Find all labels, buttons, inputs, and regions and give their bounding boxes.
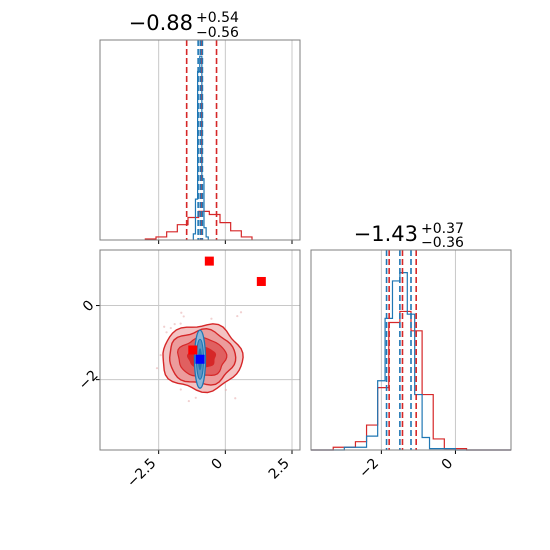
marginal-y-x-tick-label: −2 xyxy=(356,456,382,482)
scatter-point xyxy=(165,331,168,334)
square-marker xyxy=(256,276,266,286)
marginal-x-grid xyxy=(158,40,293,244)
scatter-point xyxy=(194,396,197,399)
scatter-point xyxy=(169,326,172,330)
blue-histogram xyxy=(192,55,209,240)
marginal-x-panel: −0.88 +0.54 −0.56 xyxy=(99,10,301,244)
marginal-x-title: −0.88 xyxy=(129,11,193,35)
scatter-point xyxy=(155,367,159,370)
scatter-point xyxy=(210,317,213,320)
scatter-point xyxy=(236,314,239,318)
joint-y-tick-label: −2 xyxy=(76,367,102,393)
scatter-point xyxy=(173,323,176,326)
square-marker xyxy=(188,345,198,355)
marginal-y-title-plus: +0.37 xyxy=(421,221,464,237)
marginal-y-x-tick-labels: −2 0 xyxy=(356,456,456,482)
scatter-point xyxy=(182,315,185,318)
blue-histogram xyxy=(311,272,511,451)
scatter-point xyxy=(180,311,183,314)
square-marker xyxy=(195,354,205,364)
marginal-y-title-minus: −0.36 xyxy=(421,235,464,251)
scatter-point xyxy=(179,322,182,325)
joint-x-tick-labels: −2.5 0 2.5 xyxy=(124,456,293,491)
marginal-y-quantile-lines xyxy=(385,250,417,450)
scatter-point xyxy=(159,354,162,357)
square-marker xyxy=(204,256,214,266)
marginal-y-panel: −2 0 −1.43 +0.37 −0.36 xyxy=(310,221,512,482)
joint-y-tick-labels: 0 −2 xyxy=(76,297,102,393)
joint-y-tick-label: 0 xyxy=(80,297,98,315)
scatter-point xyxy=(187,399,190,403)
joint-markers xyxy=(188,256,266,364)
marginal-x-title-plus: +0.54 xyxy=(196,10,239,26)
marginal-y-title: −1.43 xyxy=(354,222,418,246)
marginal-y-frame xyxy=(310,249,512,451)
joint-frame xyxy=(99,249,301,451)
joint-panel: −2.5 0 2.5 0 −2 xyxy=(76,249,301,491)
scatter-point xyxy=(234,397,237,400)
marginal-y-grid xyxy=(380,250,456,454)
scatter-point xyxy=(224,388,227,391)
scatter-point xyxy=(179,388,182,391)
scatter-point xyxy=(239,311,243,314)
joint-x-tick-label: 2.5 xyxy=(266,456,293,483)
joint-x-tick-label: 0 xyxy=(209,456,227,474)
scatter-point xyxy=(163,325,166,328)
marginal-x-title-minus: −0.56 xyxy=(196,25,239,41)
marginal-x-quantile-lines xyxy=(185,40,218,240)
marginal-y-x-tick-label: 0 xyxy=(439,456,457,474)
joint-x-tick-label: −2.5 xyxy=(124,456,159,491)
marginal-x-frame xyxy=(99,39,301,241)
